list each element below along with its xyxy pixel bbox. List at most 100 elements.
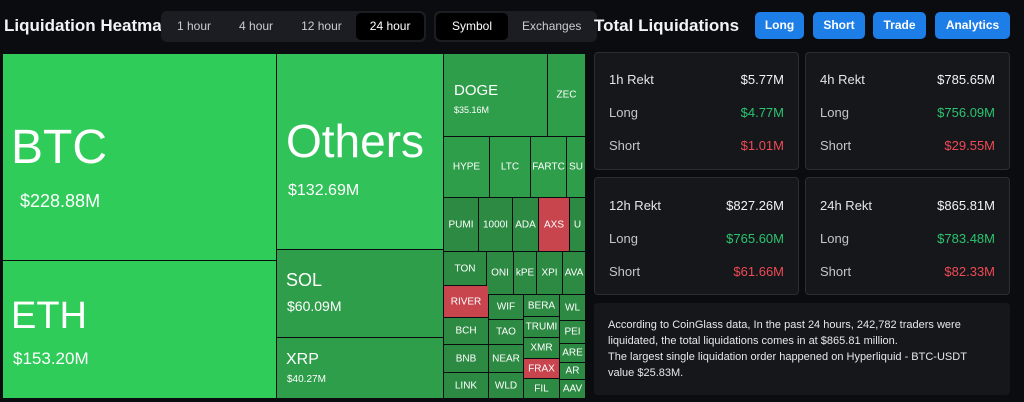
tile-label: XMR xyxy=(530,342,553,354)
tile-fartcoin[interactable]: FARTC xyxy=(531,137,566,197)
tile-bnb[interactable]: BNB xyxy=(444,345,488,372)
card-short-label: Short xyxy=(609,264,641,279)
tile-label: NEAR xyxy=(492,353,520,364)
tile-bera[interactable]: BERA xyxy=(524,295,559,316)
tile-aave[interactable]: AAV xyxy=(560,380,585,398)
tile-sol[interactable]: SOL $60.09M xyxy=(277,250,443,337)
tile-label: AR xyxy=(565,365,580,377)
tile-xpl[interactable]: XPI xyxy=(537,252,562,294)
short-button[interactable]: Short xyxy=(813,12,865,39)
card-24h-rekt: 24h Rekt $865.81M Long $783.48M Short $82.3… xyxy=(805,177,1010,295)
tile-label: WIF xyxy=(496,301,516,313)
tile-xrp[interactable]: XRP $40.27M xyxy=(277,338,443,398)
card-short-value: $82.33M xyxy=(944,264,995,279)
tile-bch[interactable]: BCH xyxy=(444,318,488,344)
page-title: Liquidation Heatmap xyxy=(4,16,173,35)
time-range-selector: 1 hour 4 hour 12 hour 24 hour xyxy=(161,11,427,42)
tile-pump[interactable]: PUMI xyxy=(444,198,478,251)
tile-link[interactable]: LINK xyxy=(444,373,488,398)
tile-fil[interactable]: FIL xyxy=(524,379,559,398)
tile-kpepe[interactable]: kPE xyxy=(514,252,536,294)
tile-xmr[interactable]: XMR xyxy=(524,338,559,358)
tile-axs[interactable]: AXS xyxy=(539,198,569,251)
tile-frax[interactable]: FRAX xyxy=(524,359,559,378)
time-option-12h[interactable]: 12 hour xyxy=(301,19,342,33)
tile-wif[interactable]: WIF xyxy=(489,295,523,319)
tile-label: XRP xyxy=(286,351,319,368)
tile-tao[interactable]: TAO xyxy=(489,320,523,344)
tile-label: PEI xyxy=(564,326,581,338)
card-total: $865.81M xyxy=(937,198,995,213)
tile-label: BTC xyxy=(11,121,107,174)
tile-label: SOL xyxy=(286,270,323,290)
time-option-1h[interactable]: 1 hour xyxy=(177,19,212,33)
card-short-value: $29.55M xyxy=(944,138,995,153)
tile-value: $228.88M xyxy=(20,191,101,211)
card-long-value: $4.77M xyxy=(740,105,784,120)
tile-label: XPI xyxy=(541,267,558,279)
tile-label: U xyxy=(573,219,582,230)
tile-ar[interactable]: AR xyxy=(560,363,585,379)
tile-label: ZEC xyxy=(556,89,577,101)
tile-label: RIVER xyxy=(450,296,482,307)
tile-avax[interactable]: AVA xyxy=(563,252,585,294)
view-option-symbol[interactable]: Symbol xyxy=(436,13,509,40)
tile-doge[interactable]: DOGE $35.16M xyxy=(444,54,547,136)
tile-label: kPE xyxy=(515,267,535,279)
tile-hype[interactable]: HYPE xyxy=(444,137,489,197)
card-period: 1h Rekt xyxy=(609,72,654,87)
trade-button[interactable]: Trade xyxy=(873,12,926,39)
card-short-value: $61.66M xyxy=(733,264,784,279)
tile-wld[interactable]: WLD xyxy=(489,373,523,398)
card-long-label: Long xyxy=(820,231,849,246)
tile-ada[interactable]: ADA xyxy=(513,198,538,251)
tile-value: $132.69M xyxy=(288,182,360,199)
tile-label: ADA xyxy=(515,219,536,230)
card-4h-rekt: 4h Rekt $785.65M Long $756.09M Short $29.55… xyxy=(805,52,1010,170)
tile-label: BERA xyxy=(527,300,556,311)
view-selector: Symbol Exchanges xyxy=(434,11,598,42)
tile-value: $40.27M xyxy=(287,374,326,385)
analytics-button[interactable]: Analytics xyxy=(935,12,1010,39)
tile-pengu[interactable]: PEI xyxy=(560,321,585,343)
tile-eth[interactable]: ETH $153.20M xyxy=(3,261,276,398)
tile-trump[interactable]: TRUMI xyxy=(524,317,559,337)
tile-label: AXS xyxy=(543,219,564,230)
tile-btc[interactable]: BTC $228.88M xyxy=(3,54,276,260)
tile-u[interactable]: U xyxy=(570,198,585,251)
tile-label: DOGE xyxy=(454,82,499,99)
tile-ltc[interactable]: LTC xyxy=(490,137,530,197)
card-long-value: $756.09M xyxy=(937,105,995,120)
tile-others[interactable]: Others $132.69M xyxy=(277,54,443,249)
tile-near[interactable]: NEAR xyxy=(489,345,523,372)
tile-ton[interactable]: TON xyxy=(444,252,486,285)
view-option-exchanges[interactable]: Exchanges xyxy=(522,19,582,33)
tile-label: BNB xyxy=(455,353,477,364)
card-12h-rekt: 12h Rekt $827.26M Long $765.60M Short $61.6… xyxy=(594,177,799,295)
tile-label: AVA xyxy=(564,267,584,279)
time-option-24h[interactable]: 24 hour xyxy=(355,13,425,40)
tile-zec[interactable]: ZEC xyxy=(548,54,585,136)
tile-1000[interactable]: 1000I xyxy=(479,198,512,251)
card-period: 12h Rekt xyxy=(609,198,662,213)
tile-wl[interactable]: WL xyxy=(560,295,585,320)
tile-label: HYPE xyxy=(452,161,481,173)
tile-label: PUMI xyxy=(448,219,474,230)
tile-label: AAV xyxy=(562,383,583,395)
tile-label: TAO xyxy=(496,326,516,338)
total-liquidations-title: Total Liquidations xyxy=(594,16,740,35)
tile-label: FRAX xyxy=(528,363,555,374)
tile-river[interactable]: RIVER xyxy=(444,286,488,317)
tile-value: $35.16M xyxy=(454,105,490,115)
card-short-label: Short xyxy=(820,138,852,153)
tile-label: TRUMI xyxy=(525,321,558,333)
time-option-4h[interactable]: 4 hour xyxy=(239,19,274,33)
tile-su[interactable]: SU xyxy=(567,137,585,197)
tile-ond[interactable]: ONI xyxy=(487,252,513,294)
tile-label: ETH xyxy=(11,295,87,337)
long-button[interactable]: Long xyxy=(755,12,804,39)
tile-arb[interactable]: ARE xyxy=(560,344,585,362)
tile-label: BCH xyxy=(455,325,477,337)
card-long-label: Long xyxy=(609,231,638,246)
tile-label: LINK xyxy=(454,380,478,391)
